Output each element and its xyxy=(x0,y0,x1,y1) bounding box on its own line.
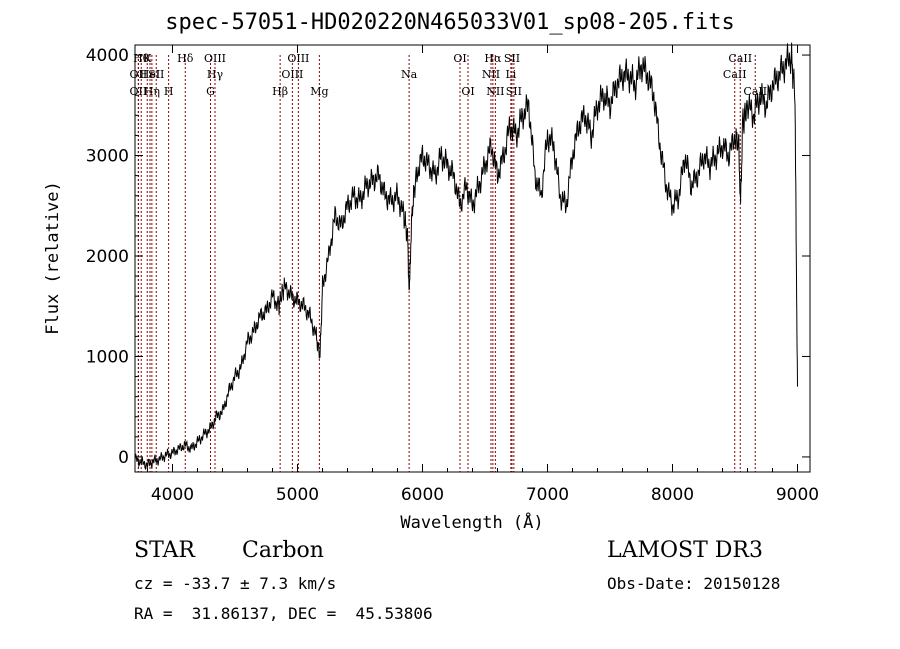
marker-label-26: CaII xyxy=(723,68,747,81)
marker-label-10: Hγ xyxy=(207,68,224,81)
x-tick-label: 8000 xyxy=(651,485,694,505)
marker-label-21: NII xyxy=(486,85,504,98)
y-tick-label: 0 xyxy=(118,448,129,468)
marker-label-17: OI xyxy=(453,52,466,65)
x-tick-label: 4000 xyxy=(151,485,194,505)
y-tick-label: 3000 xyxy=(86,147,129,167)
object-subclass-label: Carbon xyxy=(242,538,324,563)
x-tick-label: 7000 xyxy=(526,485,569,505)
marker-label-8: Hδ xyxy=(177,52,194,65)
marker-label-3: K xyxy=(143,52,152,65)
chart-title: spec-57051-HD020220N465033V01_sp08-205.f… xyxy=(165,10,735,35)
spectrum-series-line xyxy=(134,42,798,471)
marker-label-13: OIII xyxy=(287,52,309,65)
marker-label-5: Hη xyxy=(144,85,160,98)
x-axis-label: Wavelength (Å) xyxy=(400,511,543,533)
marker-label-12: Hβ xyxy=(272,85,288,98)
marker-label-11: G xyxy=(206,85,215,98)
y-tick-label: 1000 xyxy=(86,347,129,367)
marker-label-16: Na xyxy=(401,68,418,81)
marker-label-23: Li xyxy=(505,68,516,81)
y-tick-label: 2000 xyxy=(86,247,129,267)
marker-label-24: SII xyxy=(506,85,522,98)
marker-label-18: OI xyxy=(461,85,474,98)
obs-date-readout: Obs-Date: 20150128 xyxy=(607,574,781,593)
y-tick-label: 4000 xyxy=(86,46,129,66)
marker-label-4: HeI xyxy=(140,68,160,81)
x-tick-label: 6000 xyxy=(401,485,444,505)
marker-label-15: Mg xyxy=(310,85,328,98)
marker-label-14: OIII xyxy=(281,68,303,81)
x-tick-label: 5000 xyxy=(276,485,319,505)
plot-frame xyxy=(134,44,811,473)
marker-label-25: CaII xyxy=(728,52,752,65)
marker-label-1: OII xyxy=(130,68,148,81)
survey-label: LAMOST DR3 xyxy=(607,538,763,563)
y-axis-label: Flux (relative) xyxy=(43,181,63,335)
marker-label-6: SII xyxy=(148,68,164,81)
redshift-readout: cz = -33.7 ± 7.3 km/s xyxy=(134,574,337,593)
marker-label-22: SII xyxy=(504,52,520,65)
marker-label-9: OIII xyxy=(204,52,226,65)
object-class-label: STAR xyxy=(134,538,195,563)
marker-label-7: H xyxy=(164,85,174,98)
marker-label-19: Hα xyxy=(484,52,502,65)
marker-label-2: OII xyxy=(130,85,148,98)
marker-label-20: NII xyxy=(482,68,500,81)
coordinates-readout: RA = 31.86137, DEC = 45.53806 xyxy=(134,604,433,623)
x-tick-label: 9000 xyxy=(776,485,819,505)
